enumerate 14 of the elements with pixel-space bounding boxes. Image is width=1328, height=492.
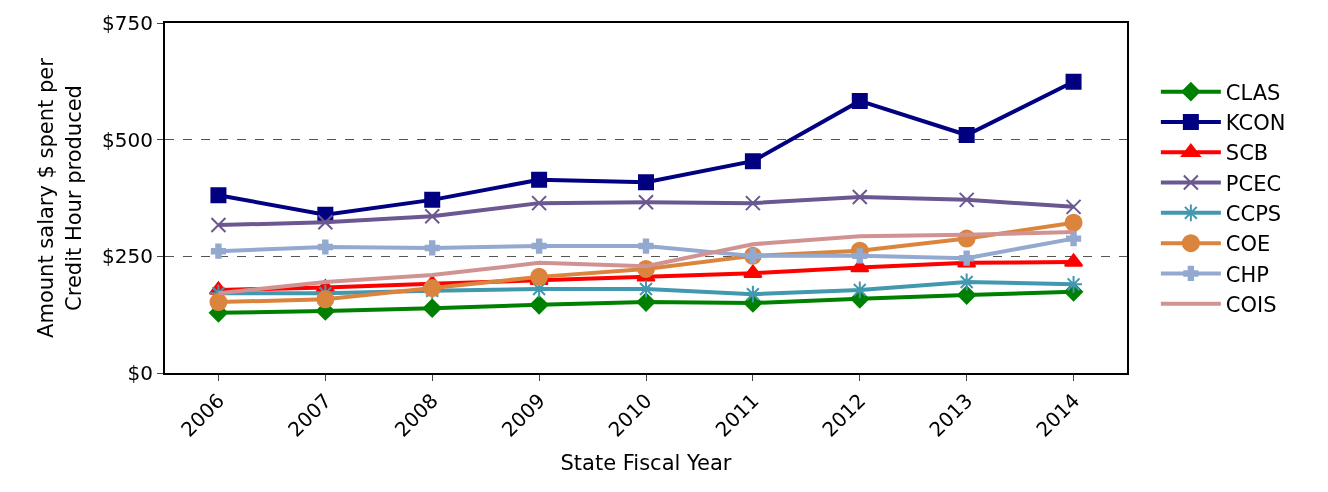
legend-label: SCB — [1225, 141, 1269, 166]
legend-label: CHP — [1225, 262, 1269, 287]
x-axis-title: State Fiscal Year — [560, 451, 732, 476]
legend-label: CLAS — [1225, 80, 1281, 105]
y-tick-label: $0 — [127, 361, 153, 385]
legend-label: PCEC — [1225, 171, 1282, 196]
legend-label: KCON — [1225, 111, 1286, 136]
y-tick-label: $250 — [102, 244, 153, 269]
legend-label: COIS — [1225, 292, 1277, 317]
y-tick-label: $500 — [102, 127, 153, 152]
legend-label: CCPS — [1225, 202, 1282, 227]
legend-label: COE — [1225, 232, 1271, 257]
y-tick-label: $750 — [102, 11, 153, 35]
y-axis-title: Amount salary $ spent per Credit Hour produced — [34, 57, 86, 338]
